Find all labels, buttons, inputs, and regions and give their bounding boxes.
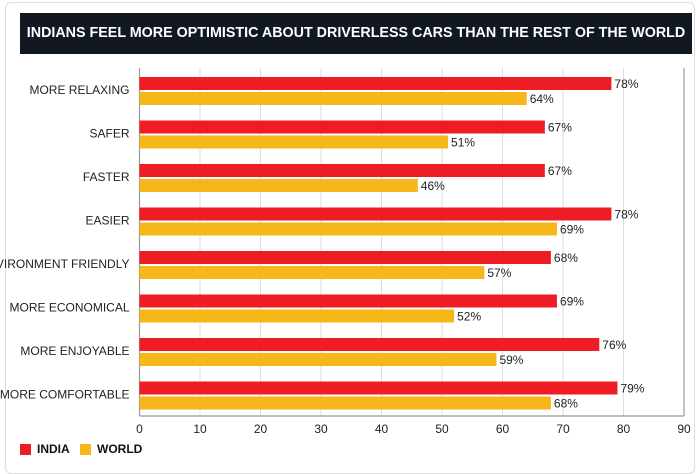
legend-india: INDIA [20,442,70,456]
x-tick-label: 30 [314,422,328,436]
bar-india [139,251,551,264]
bar-world [139,266,485,279]
data-label: 59% [499,353,523,367]
bar-india [139,77,612,90]
data-label: 57% [487,266,511,280]
legend-swatch-world [80,443,91,455]
data-label: 67% [548,121,572,135]
bar-india [139,120,545,134]
data-label: 69% [560,295,584,309]
category-label: MORE ECONOMICAL [9,300,129,314]
category-label: SAFER [89,126,129,140]
data-label: 52% [457,310,481,324]
x-tick-label: 20 [254,422,268,436]
bar-india [139,207,612,221]
data-label: 64% [530,92,554,106]
data-label: 46% [421,179,445,193]
data-label: 79% [620,382,644,396]
bar-world [139,222,557,236]
category-label: FASTER [83,170,130,184]
data-label: 51% [451,136,475,150]
x-tick-label: 0 [136,422,143,436]
category-label: EASIER [85,213,129,227]
x-tick-label: 40 [375,422,389,436]
bar-world [139,396,551,410]
category-label: MORE RELAXING [29,83,129,97]
bar-india [139,381,618,395]
data-label: 78% [614,77,638,91]
x-tick-label: 50 [435,422,449,436]
bar-india [139,294,557,308]
data-label: 68% [554,251,578,265]
legend-swatch-india [20,443,31,455]
x-tick-label: 10 [193,422,207,436]
category-label: MORE COMFORTABLE [0,387,130,401]
bar-india [139,338,600,351]
chart-title: INDIANS FEEL MORE OPTIMISTIC ABOUT DRIVE… [20,13,692,54]
data-label: 78% [614,208,638,222]
bar-world [139,92,527,105]
category-label: MORE ENJOYABLE [20,344,129,358]
x-tick-label: 90 [677,422,691,436]
bar-world [139,309,455,323]
data-label: 76% [602,338,626,352]
bar-world [139,179,418,192]
data-label: 69% [560,223,584,237]
category-label: ENVIRONMENT FRIENDLY [0,257,130,271]
bar-india [139,164,545,177]
legend-world: WORLD [80,442,142,456]
bar-chart: 0 10 20 30 40 50 60 70 80 90 MORE RELAXING 78% 64% SA… [0,68,691,436]
data-label: 67% [548,164,572,178]
data-label: 68% [554,397,578,411]
x-tick-label: 60 [496,422,510,436]
legend-label-india: INDIA [37,442,70,456]
bar-world [139,135,449,149]
x-tick-label: 80 [617,422,631,436]
legend-label-world: WORLD [97,442,143,456]
bar-world [139,353,497,366]
x-tick-label: 70 [556,422,570,436]
